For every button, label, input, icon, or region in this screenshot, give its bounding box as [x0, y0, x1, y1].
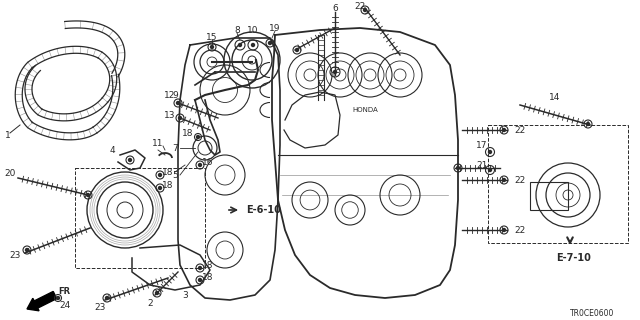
- Circle shape: [502, 228, 506, 231]
- Text: 15: 15: [206, 33, 218, 42]
- Text: HONDA: HONDA: [352, 107, 378, 113]
- Text: 22: 22: [355, 2, 365, 11]
- FancyArrow shape: [27, 292, 57, 311]
- Text: 9: 9: [172, 91, 178, 100]
- Text: 2: 2: [147, 299, 153, 308]
- Circle shape: [488, 169, 492, 172]
- Text: 7: 7: [172, 143, 178, 153]
- Text: 4: 4: [109, 146, 115, 155]
- Text: 14: 14: [549, 92, 561, 101]
- Text: FR: FR: [58, 287, 70, 297]
- Text: 18: 18: [182, 129, 194, 138]
- Circle shape: [364, 9, 367, 12]
- Circle shape: [56, 297, 60, 300]
- Text: 6: 6: [332, 4, 338, 12]
- Circle shape: [296, 49, 298, 52]
- Text: 18: 18: [202, 260, 214, 269]
- Text: 16: 16: [202, 157, 214, 166]
- Circle shape: [252, 44, 255, 46]
- Circle shape: [211, 45, 214, 49]
- Text: 13: 13: [164, 110, 176, 119]
- Circle shape: [502, 179, 506, 181]
- Circle shape: [198, 164, 202, 166]
- Circle shape: [129, 158, 131, 162]
- Circle shape: [177, 101, 179, 105]
- Circle shape: [239, 44, 241, 46]
- Circle shape: [586, 123, 589, 125]
- Bar: [75, 168, 205, 268]
- Text: 18: 18: [163, 180, 173, 189]
- Text: 21: 21: [476, 161, 488, 170]
- Text: 22: 22: [515, 175, 525, 185]
- Circle shape: [179, 116, 182, 119]
- Text: 24: 24: [60, 301, 70, 310]
- Text: 19: 19: [269, 23, 281, 33]
- Circle shape: [488, 150, 492, 154]
- Text: E-7-10: E-7-10: [556, 253, 591, 263]
- Text: 5: 5: [172, 171, 178, 180]
- Circle shape: [156, 292, 159, 294]
- Text: 18: 18: [202, 273, 214, 282]
- Text: 12: 12: [164, 91, 176, 100]
- Text: 20: 20: [4, 169, 16, 178]
- Circle shape: [198, 278, 202, 282]
- Circle shape: [502, 129, 506, 132]
- Bar: [530, 182, 568, 210]
- Bar: [488, 125, 628, 243]
- Circle shape: [106, 297, 109, 300]
- Circle shape: [86, 194, 90, 196]
- Text: 3: 3: [182, 291, 188, 300]
- Circle shape: [269, 42, 271, 44]
- Circle shape: [333, 70, 337, 74]
- Text: 18: 18: [163, 167, 173, 177]
- Circle shape: [198, 267, 202, 269]
- Circle shape: [456, 166, 460, 170]
- Text: 1: 1: [5, 131, 11, 140]
- Text: 17: 17: [476, 140, 488, 149]
- Circle shape: [196, 135, 200, 139]
- Circle shape: [159, 187, 161, 189]
- Text: 23: 23: [10, 251, 20, 260]
- Circle shape: [26, 249, 29, 252]
- Text: 23: 23: [94, 303, 106, 313]
- Text: TR0CE0600: TR0CE0600: [570, 308, 614, 317]
- Text: 11: 11: [152, 139, 164, 148]
- Text: 8: 8: [234, 26, 240, 35]
- Circle shape: [159, 173, 161, 177]
- Text: 10: 10: [247, 26, 259, 35]
- Text: 22: 22: [515, 226, 525, 235]
- Text: 22: 22: [515, 125, 525, 134]
- Text: E-6-10: E-6-10: [246, 205, 281, 215]
